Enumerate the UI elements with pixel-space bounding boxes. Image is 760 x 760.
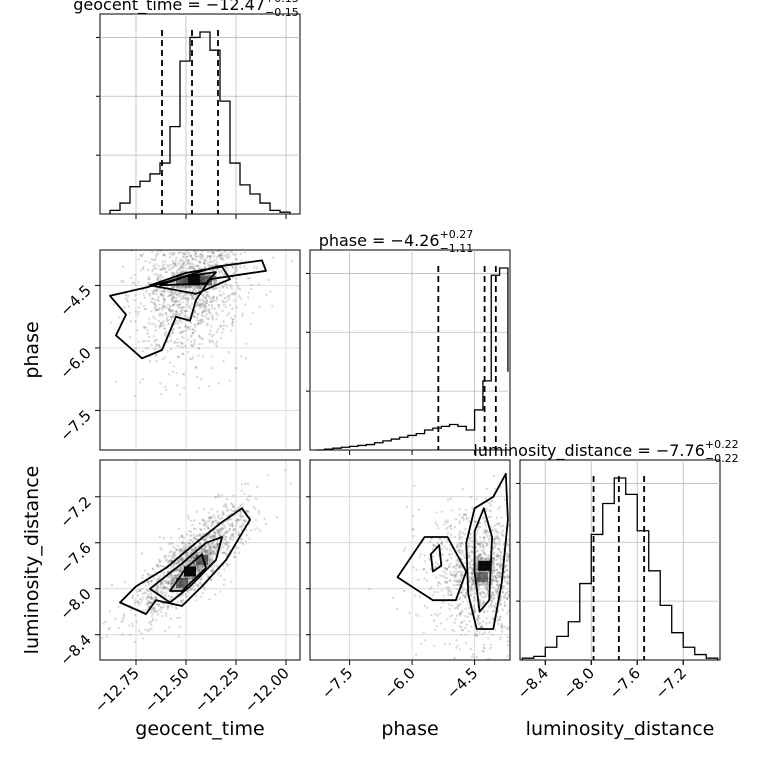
svg-text:luminosity_distance = −7.76+0.: luminosity_distance = −7.76+0.22 −0.22 bbox=[473, 438, 738, 465]
x-tick-label-geocent_time: −12.00 bbox=[241, 664, 293, 716]
scatter-cloud bbox=[100, 250, 294, 398]
y-tick-label-luminosity_distance: −8.4 bbox=[56, 631, 94, 669]
x-tick-label-luminosity_distance: −8.4 bbox=[514, 664, 552, 702]
pair-panel-geocent_time-phase bbox=[99, 249, 301, 451]
density-peak bbox=[176, 577, 188, 588]
x-tick-label-luminosity_distance: −7.2 bbox=[652, 664, 690, 702]
y-tick-label-phase: −4.5 bbox=[56, 282, 94, 320]
density-peak bbox=[176, 275, 188, 286]
y-tick-label-phase: −6.0 bbox=[56, 344, 94, 382]
contour-2 bbox=[169, 553, 207, 592]
x-tick-label-geocent_time: −12.50 bbox=[141, 664, 193, 716]
contour-1 bbox=[149, 536, 223, 604]
x-tick-label-luminosity_distance: −8.0 bbox=[560, 664, 598, 702]
contour-1 bbox=[465, 472, 509, 630]
pair-panel-geocent_time-luminosity_distance bbox=[99, 459, 301, 661]
density-peak bbox=[478, 560, 491, 571]
x-axis-title-phase: phase bbox=[381, 718, 438, 740]
panel-title-geocent_time: geocent_time = −12.47+0.13−0.15 bbox=[73, 0, 299, 19]
density-peak bbox=[196, 555, 208, 565]
svg-text:phase = −4.26+0.27−1.11: phase = −4.26+0.27 −1.11 bbox=[319, 228, 474, 255]
x-tick-label-phase: −4.5 bbox=[443, 664, 481, 702]
hist-step-geocent_time bbox=[109, 31, 291, 214]
hist-panel-geocent_time bbox=[96, 13, 301, 219]
x-axis-title-luminosity_distance: luminosity_distance bbox=[526, 718, 715, 740]
x-tick-label-geocent_time: −12.25 bbox=[191, 664, 243, 716]
x-tick-label-geocent_time: −12.75 bbox=[91, 664, 143, 716]
y-tick-label-phase: −7.5 bbox=[56, 407, 94, 445]
hist-panel-luminosity_distance bbox=[516, 459, 721, 665]
panel-title-luminosity_distance: luminosity_distance = −7.76+0.22 −0.22 bbox=[473, 438, 738, 465]
pair-panel-phase-luminosity_distance bbox=[309, 459, 511, 661]
hist-panel-phase bbox=[306, 249, 511, 455]
contour-0 bbox=[119, 507, 251, 615]
density-peak bbox=[476, 572, 489, 583]
y-tick-label-luminosity_distance: −7.2 bbox=[56, 493, 94, 531]
y-tick-label-luminosity_distance: −8.0 bbox=[56, 585, 94, 623]
x-tick-label-luminosity_distance: −7.6 bbox=[606, 664, 644, 702]
contour-2 bbox=[473, 507, 493, 613]
panel-title-phase: phase = −4.26+0.27 −1.11 bbox=[319, 228, 474, 255]
hist-step-luminosity_distance bbox=[521, 477, 719, 660]
y-axis-title-phase: phase bbox=[21, 321, 43, 378]
hist-step-phase bbox=[316, 267, 509, 451]
y-tick-label-luminosity_distance: −7.6 bbox=[56, 539, 94, 577]
x-tick-label-phase: −7.5 bbox=[318, 664, 356, 702]
density-peak bbox=[200, 275, 212, 286]
density-peak bbox=[184, 566, 196, 577]
contour-0 bbox=[396, 536, 468, 602]
density-peak bbox=[188, 275, 200, 286]
contour-3 bbox=[429, 544, 443, 573]
x-axis-title-geocent_time: geocent_time bbox=[135, 718, 264, 740]
contour-1 bbox=[149, 265, 231, 295]
x-tick-label-phase: −6.0 bbox=[380, 664, 418, 702]
svg-text:geocent_time = −12.47+0.13−0.1: geocent_time = −12.47+0.13−0.15 bbox=[73, 0, 299, 19]
contour-2 bbox=[159, 271, 217, 287]
y-axis-title-luminosity_distance: luminosity_distance bbox=[21, 466, 43, 655]
